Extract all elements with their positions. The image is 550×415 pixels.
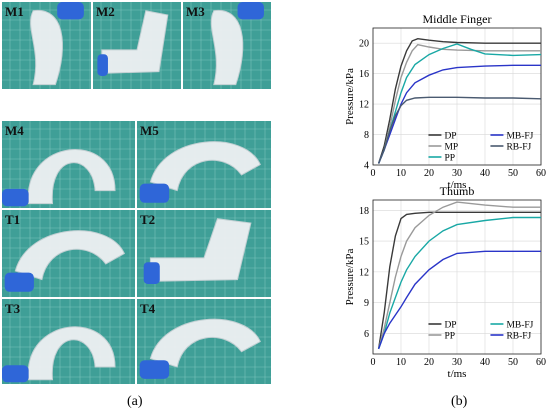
photo-grid: M1 M2 M3 M4 M5 T1 T2 T3 T4	[0, 0, 273, 384]
photo-image	[137, 121, 271, 208]
series-line-rb-fj	[377, 250, 541, 350]
photo-m3: M3	[183, 2, 271, 89]
x-tick-label: 30	[452, 357, 462, 368]
chart-svg: Middle Finger 0 10 20 30 40 50 60 4 8 12 16 20 t/ms Pr…	[344, 12, 546, 191]
y-tick-label: 9	[364, 298, 369, 309]
photo-t1: T1	[2, 210, 135, 297]
plot-frame	[372, 199, 542, 355]
photo-t4: T4	[137, 299, 271, 384]
photo-image	[93, 2, 181, 89]
chart-middle-finger: Middle Finger 0 10 20 30 40 50 60 4 8 12 16 20 t/ms Pr…	[330, 0, 550, 191]
x-tick-label: 50	[508, 357, 518, 368]
x-tick-label: 30	[452, 168, 462, 179]
photo-label: M2	[96, 4, 115, 19]
legend-label: MB-FJ	[506, 132, 533, 142]
y-tick-label: 4	[364, 161, 369, 172]
legend-label: MP	[444, 143, 458, 153]
legend-label: RB-FJ	[506, 332, 531, 342]
x-tick-label: 40	[480, 357, 490, 368]
photo-image	[2, 210, 135, 297]
y-tick-label: 15	[359, 237, 369, 248]
photo-image	[137, 210, 271, 297]
chart-title: Middle Finger	[423, 12, 492, 26]
y-tick-label: 12	[359, 100, 369, 111]
photo-label: M4	[5, 123, 24, 138]
series-line-mb-fj	[377, 216, 541, 350]
photo-label: T1	[5, 212, 21, 227]
photo-m1: M1	[2, 2, 91, 89]
photo-m2: M2	[93, 2, 181, 89]
photo-label: M1	[5, 4, 24, 19]
legend-label: DP	[444, 321, 456, 331]
legend-label: DP	[444, 132, 456, 142]
legend-label: RB-FJ	[506, 143, 531, 153]
x-tick-label: 10	[396, 168, 406, 179]
y-tick-label: 8	[364, 130, 369, 141]
photo-label: T4	[140, 301, 156, 316]
photo-label: M5	[140, 123, 159, 138]
y-axis-label: Pressure/kPa	[344, 68, 356, 125]
photo-image	[2, 2, 91, 89]
x-tick-label: 0	[371, 168, 376, 179]
photo-t2: T2	[137, 210, 271, 297]
photo-m5: M5	[137, 121, 271, 208]
photo-image	[137, 299, 271, 384]
x-axis-label: t/ms	[448, 368, 467, 380]
x-tick-label: 50	[508, 168, 518, 179]
y-tick-label: 18	[359, 206, 369, 217]
photo-t3: T3	[2, 299, 135, 384]
x-axis-label: t/ms	[448, 179, 467, 191]
series-line-rb-fj	[377, 96, 542, 164]
photo-image	[2, 299, 135, 384]
legend-label: PP	[444, 332, 455, 342]
photo-m4: M4	[2, 121, 135, 208]
x-tick-label: 20	[424, 168, 434, 179]
series-line-mp	[377, 43, 541, 164]
x-tick-label: 0	[371, 357, 376, 368]
chart-title: Thumb	[440, 184, 475, 198]
y-tick-label: 12	[359, 267, 369, 278]
y-tick-label: 20	[359, 39, 369, 50]
chart-area: Middle Finger 0 10 20 30 40 50 60 4 8 12 16 20 t/ms Pr…	[330, 0, 550, 384]
y-tick-label: 6	[364, 329, 369, 340]
chart-thumb: Thumb 0 10 20 30 40 50 60 6 9 12 15 18 t/ms Pressure/k…	[330, 184, 550, 384]
series-line-pp	[377, 201, 541, 350]
x-tick-label: 60	[536, 357, 546, 368]
caption-a: (a)	[127, 394, 143, 409]
photo-image	[183, 2, 271, 89]
photo-label: T3	[5, 301, 21, 316]
caption-b: (b)	[451, 394, 468, 409]
photo-image	[2, 121, 135, 208]
chart-svg: Thumb 0 10 20 30 40 50 60 6 9 12 15 18 t/ms Pressure/k…	[344, 184, 546, 380]
series-line-dp	[377, 37, 541, 164]
plot-frame	[372, 27, 542, 166]
x-tick-label: 20	[424, 357, 434, 368]
x-tick-label: 40	[480, 168, 490, 179]
photo-label: M3	[186, 4, 205, 19]
y-tick-label: 16	[359, 69, 369, 80]
x-tick-label: 60	[536, 168, 546, 179]
series-line-dp	[377, 211, 541, 350]
legend-label: MB-FJ	[506, 321, 533, 331]
series-line-mb-fj	[377, 64, 541, 164]
y-axis-label: Pressure/kPa	[344, 248, 356, 305]
legend-label: PP	[444, 154, 455, 164]
x-tick-label: 10	[396, 357, 406, 368]
photo-label: T2	[140, 212, 156, 227]
